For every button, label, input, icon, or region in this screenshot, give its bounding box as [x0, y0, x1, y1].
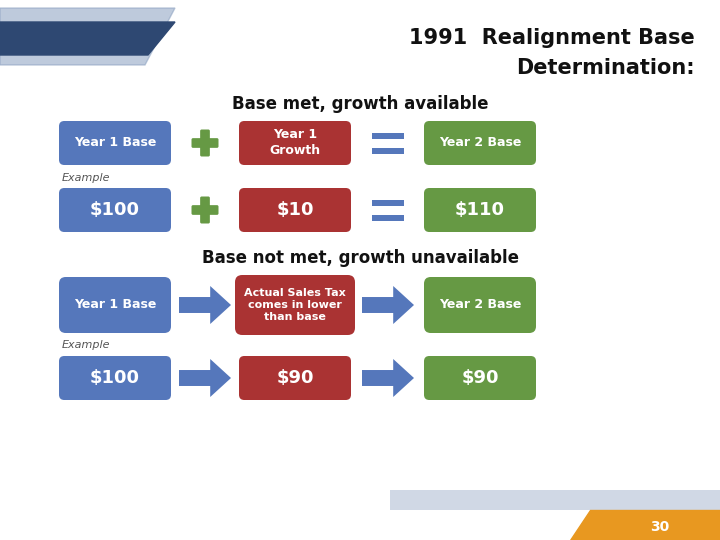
Bar [372, 132, 404, 138]
FancyBboxPatch shape [192, 138, 218, 148]
Polygon shape [570, 510, 720, 540]
Bar [372, 199, 404, 206]
Bar [372, 214, 404, 220]
Text: Year 2 Base: Year 2 Base [438, 299, 521, 312]
Text: $90: $90 [276, 369, 314, 387]
FancyBboxPatch shape [235, 275, 355, 335]
Text: Actual Sales Tax
comes in lower
than base: Actual Sales Tax comes in lower than bas… [244, 288, 346, 322]
Text: Base met, growth available: Base met, growth available [232, 95, 488, 113]
Text: $90: $90 [462, 369, 499, 387]
Polygon shape [0, 22, 175, 55]
Polygon shape [0, 8, 175, 65]
Polygon shape [179, 286, 231, 324]
Text: $100: $100 [90, 369, 140, 387]
FancyBboxPatch shape [424, 188, 536, 232]
Text: Example: Example [62, 340, 110, 350]
Text: Determination:: Determination: [516, 58, 695, 78]
FancyBboxPatch shape [200, 197, 210, 224]
Polygon shape [362, 359, 414, 397]
FancyBboxPatch shape [200, 130, 210, 157]
Text: $100: $100 [90, 201, 140, 219]
Bar [390, 490, 720, 510]
FancyBboxPatch shape [239, 188, 351, 232]
FancyBboxPatch shape [59, 277, 171, 333]
Text: Year 1 Base: Year 1 Base [74, 137, 156, 150]
Text: $110: $110 [455, 201, 505, 219]
FancyBboxPatch shape [59, 188, 171, 232]
Bar [372, 147, 404, 153]
FancyBboxPatch shape [239, 356, 351, 400]
FancyBboxPatch shape [424, 356, 536, 400]
FancyBboxPatch shape [239, 121, 351, 165]
FancyBboxPatch shape [192, 205, 218, 215]
Text: 1991  Realignment Base: 1991 Realignment Base [409, 28, 695, 48]
Text: Year 1
Growth: Year 1 Growth [269, 129, 320, 158]
Text: Base not met, growth unavailable: Base not met, growth unavailable [202, 249, 518, 267]
Polygon shape [362, 286, 414, 324]
Polygon shape [179, 359, 231, 397]
Text: Example: Example [62, 173, 110, 183]
Text: Year 2 Base: Year 2 Base [438, 137, 521, 150]
FancyBboxPatch shape [59, 121, 171, 165]
FancyBboxPatch shape [59, 356, 171, 400]
Text: $10: $10 [276, 201, 314, 219]
FancyBboxPatch shape [424, 121, 536, 165]
FancyBboxPatch shape [424, 277, 536, 333]
Text: Year 1 Base: Year 1 Base [74, 299, 156, 312]
Text: 30: 30 [650, 520, 670, 534]
